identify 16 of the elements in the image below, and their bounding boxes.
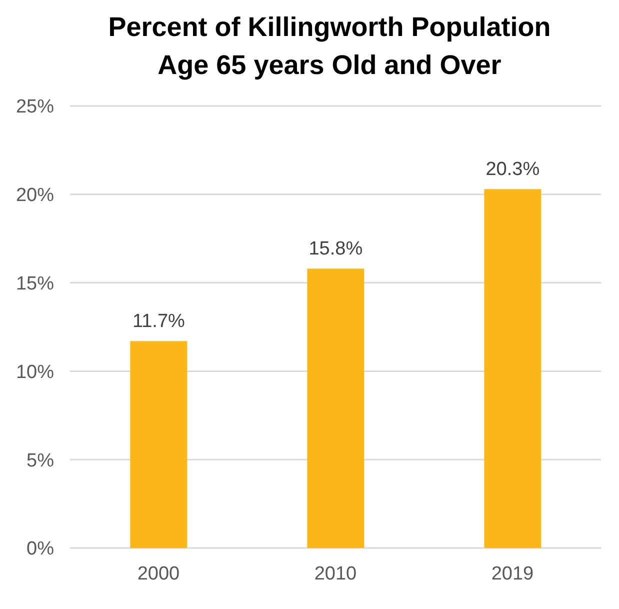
chart-title: Percent of Killingworth Population Age 65 years Old and Over xyxy=(107,11,552,82)
bar xyxy=(307,268,364,548)
bar xyxy=(130,341,188,548)
bar xyxy=(484,189,542,548)
x-tick-label: 2010 xyxy=(314,563,357,584)
data-label: 15.8% xyxy=(308,238,363,260)
x-tick-label: 2000 xyxy=(137,563,180,584)
y-tick-label: 5% xyxy=(26,450,54,472)
y-tick-label: 0% xyxy=(26,538,54,560)
y-tick-label: 10% xyxy=(16,362,54,383)
data-label: 20.3% xyxy=(486,159,540,180)
y-tick-label: 15% xyxy=(16,274,54,295)
y-tick-label: 25% xyxy=(16,96,54,118)
data-label: 11.7% xyxy=(132,311,186,332)
y-tick-label: 20% xyxy=(16,185,54,206)
x-tick-label: 2019 xyxy=(491,563,534,584)
